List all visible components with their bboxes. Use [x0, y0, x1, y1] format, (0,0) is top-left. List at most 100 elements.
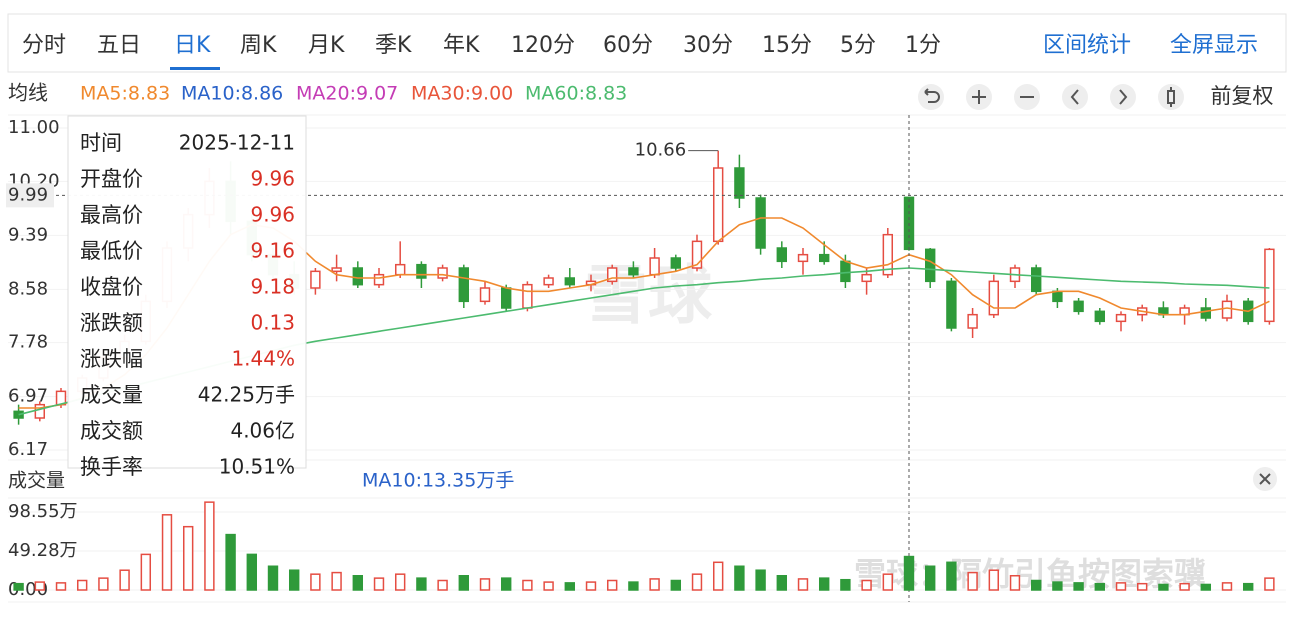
- candle-button[interactable]: [1158, 84, 1184, 110]
- volume-bar: [246, 553, 258, 591]
- tab[interactable]: 60分: [603, 33, 653, 58]
- right-button[interactable]: [1110, 84, 1136, 110]
- volume-bar: [734, 565, 745, 591]
- icon-buttons: [918, 84, 1277, 491]
- candle-body: [522, 283, 533, 309]
- volume-bar: [394, 573, 406, 591]
- y-tick-label: 6.97: [8, 386, 48, 407]
- left-icon: [1070, 89, 1079, 105]
- tab[interactable]: 5分: [840, 33, 876, 58]
- tab[interactable]: 季K: [375, 33, 412, 58]
- tab[interactable]: 30分: [683, 33, 733, 58]
- ma-legend-item: MA5:8.83: [80, 83, 170, 105]
- tab[interactable]: 年K: [443, 33, 480, 58]
- volume-bar: [543, 581, 554, 591]
- tooltip-label: 成交量: [80, 383, 143, 407]
- tab[interactable]: 月K: [308, 33, 345, 58]
- volume-bar: [225, 533, 236, 591]
- action[interactable]: 区间统计: [1043, 33, 1131, 58]
- volume-bar: [416, 577, 427, 591]
- tooltip-value: 42.25万手: [198, 383, 295, 407]
- tab[interactable]: 周K: [240, 33, 277, 58]
- max-label: 10.66: [635, 140, 687, 161]
- candle-body: [1073, 300, 1084, 313]
- volume-bar: [967, 571, 978, 591]
- candle-body: [479, 287, 491, 303]
- volume-bar: [1009, 575, 1021, 591]
- volume-bar: [1115, 582, 1127, 591]
- candle-icon: [1167, 87, 1175, 107]
- candle-body: [331, 267, 342, 273]
- plot: 11.0010.209.398.587.786.976.1710.669.99成…: [6, 115, 1286, 602]
- tooltip-value: 4.06亿: [230, 419, 295, 443]
- left-button[interactable]: [1062, 84, 1088, 110]
- tab[interactable]: 1分: [905, 33, 941, 58]
- candle-body: [564, 277, 576, 286]
- tooltip-label: 时间: [80, 131, 122, 155]
- candle-body: [776, 247, 788, 263]
- tooltip-label: 成交额: [80, 419, 143, 443]
- candle-body: [649, 257, 660, 276]
- candle-body: [1094, 310, 1106, 323]
- candle-body: [967, 313, 978, 329]
- volume-bar: [288, 569, 300, 591]
- candle-body: [712, 167, 724, 243]
- candle-body: [1115, 313, 1127, 323]
- volume-bar: [267, 565, 279, 591]
- ma-title: 均线: [8, 81, 48, 105]
- tooltip-label: 收盘价: [80, 275, 143, 299]
- volume-bar: [1158, 583, 1169, 591]
- volume-bar: [1200, 583, 1212, 591]
- undo-button[interactable]: [918, 84, 944, 110]
- volume-bar: [924, 565, 936, 591]
- candle-body: [1052, 290, 1063, 303]
- undo-icon: [924, 88, 940, 103]
- tab[interactable]: 15分: [762, 33, 812, 58]
- volume-bar: [776, 575, 788, 591]
- volume-bar: [670, 579, 682, 591]
- tab[interactable]: 分时: [22, 33, 66, 58]
- volume-legend: MA10:13.35万手: [362, 470, 514, 492]
- tooltip-label: 最低价: [80, 239, 143, 263]
- candle-body: [373, 273, 385, 286]
- tooltip-value: 9.96: [250, 167, 295, 191]
- candle-body: [1030, 267, 1042, 293]
- tooltip-label: 涨跌额: [80, 311, 143, 335]
- volume-bar: [1030, 579, 1042, 591]
- volume-bar: [1073, 582, 1084, 591]
- candle-body: [691, 240, 703, 269]
- candle-body: [394, 263, 406, 276]
- candle-body: [416, 263, 427, 279]
- crosshair-label-bg: [6, 183, 54, 208]
- volume-bar: [712, 561, 724, 591]
- tooltip: 时间 2025-12-11 开盘价 9.96 最高价 9.96 最低价 9.16 收盘价 9.18…: [67, 115, 307, 479]
- action[interactable]: 全屏显示: [1170, 33, 1258, 58]
- y-tick-label: 98.55万: [8, 501, 78, 522]
- volume-bar: [352, 575, 364, 591]
- volume-bar: [161, 514, 173, 591]
- volume-bar: [840, 578, 851, 591]
- candle-body: [310, 270, 321, 289]
- candle-body: [946, 280, 957, 329]
- tab[interactable]: 日K: [174, 33, 211, 58]
- ma-legend-item: MA20:9.07: [296, 83, 398, 105]
- tab[interactable]: 五日: [97, 33, 141, 58]
- plus-icon: [972, 90, 986, 104]
- watermarks: 雪球 雪球：隔竹引鱼按图索骥: [584, 260, 1206, 593]
- volume-bar: [691, 573, 703, 591]
- watermark: 雪球: [584, 260, 713, 334]
- toolbar-frame: [7, 13, 1287, 73]
- volume-bar: [500, 577, 512, 591]
- volume-bar: [458, 575, 470, 591]
- volume-bar: [755, 569, 766, 591]
- adjust-button[interactable]: 前复权: [1211, 84, 1274, 108]
- candle-body: [500, 287, 512, 309]
- volume-bar: [34, 581, 46, 591]
- volume-bar: [437, 579, 448, 591]
- tooltip-label: 最高价: [80, 203, 143, 227]
- volume-bar: [373, 577, 385, 591]
- tab[interactable]: 120分: [511, 33, 575, 58]
- volume-bar: [585, 581, 597, 591]
- volume-bar: [903, 555, 915, 591]
